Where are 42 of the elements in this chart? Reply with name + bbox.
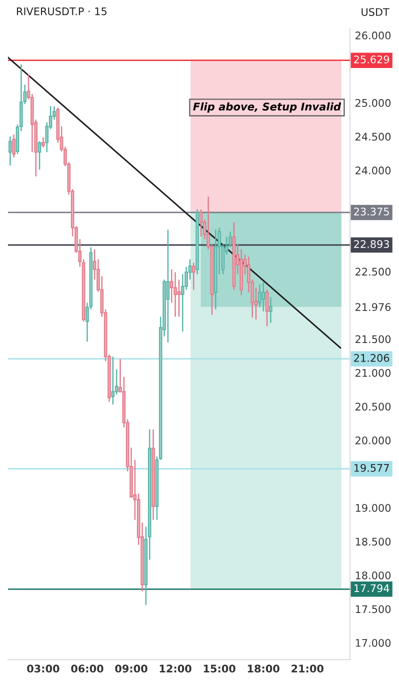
x-tick-label: 21:00 xyxy=(292,664,324,673)
y-tick-label: 20.500 xyxy=(356,402,391,411)
ref-line-label: 25.629 xyxy=(354,55,390,64)
y-tick-label: 25.000 xyxy=(356,99,391,107)
annotation: Flip above, Setup Invalid xyxy=(193,102,342,113)
ref-line-label: 23.375 xyxy=(354,208,389,216)
y-tick-label: 17.500 xyxy=(356,605,391,614)
candlestick xyxy=(166,229,170,344)
x-tick-label: 15:00 xyxy=(204,664,236,673)
candlestick xyxy=(177,279,181,318)
candlestick xyxy=(42,136,45,148)
ref-line-label: 19.577 xyxy=(354,464,389,472)
y-tick-label: 21.000 xyxy=(356,368,391,377)
y-tick-label: 18.500 xyxy=(356,538,391,546)
candlestick xyxy=(192,262,196,290)
candlestick xyxy=(111,356,115,406)
y-tick-label: 21.500 xyxy=(356,335,391,344)
x-tick-label: 03:00 xyxy=(27,664,60,673)
candlestick xyxy=(174,272,177,318)
y-axis-title: USDT xyxy=(362,8,390,16)
candlestick xyxy=(38,140,42,170)
y-tick-label: 26.000 xyxy=(356,32,391,40)
y-tick-label: 24.000 xyxy=(356,166,391,174)
y-tick-label: 24.500 xyxy=(356,132,391,141)
y-tick-label: 17.000 xyxy=(356,638,391,647)
ref-line-label: 21.206 xyxy=(354,354,390,362)
x-tick-label: 12:00 xyxy=(160,664,192,673)
candlestick xyxy=(199,208,203,238)
candlestick xyxy=(12,134,16,158)
y-tick-label: 19.000 xyxy=(356,504,391,512)
candlestick xyxy=(265,289,269,327)
y-tick-label: 21.976 xyxy=(356,303,391,311)
candlestick xyxy=(8,136,12,166)
x-tick-label: 09:00 xyxy=(115,664,148,673)
y-tick-label: 22.500 xyxy=(356,268,391,276)
x-tick-label: 18:00 xyxy=(248,664,280,673)
ref-line-label: 17.794 xyxy=(354,584,390,592)
ref-line-label: 22.893 xyxy=(354,240,389,248)
x-tick-label: 06:00 xyxy=(71,664,104,673)
y-tick-label: 20.000 xyxy=(356,436,391,444)
chart-title: RIVERUSDT.P · 15 xyxy=(16,7,106,16)
y-tick-label: 18.000 xyxy=(356,571,391,580)
